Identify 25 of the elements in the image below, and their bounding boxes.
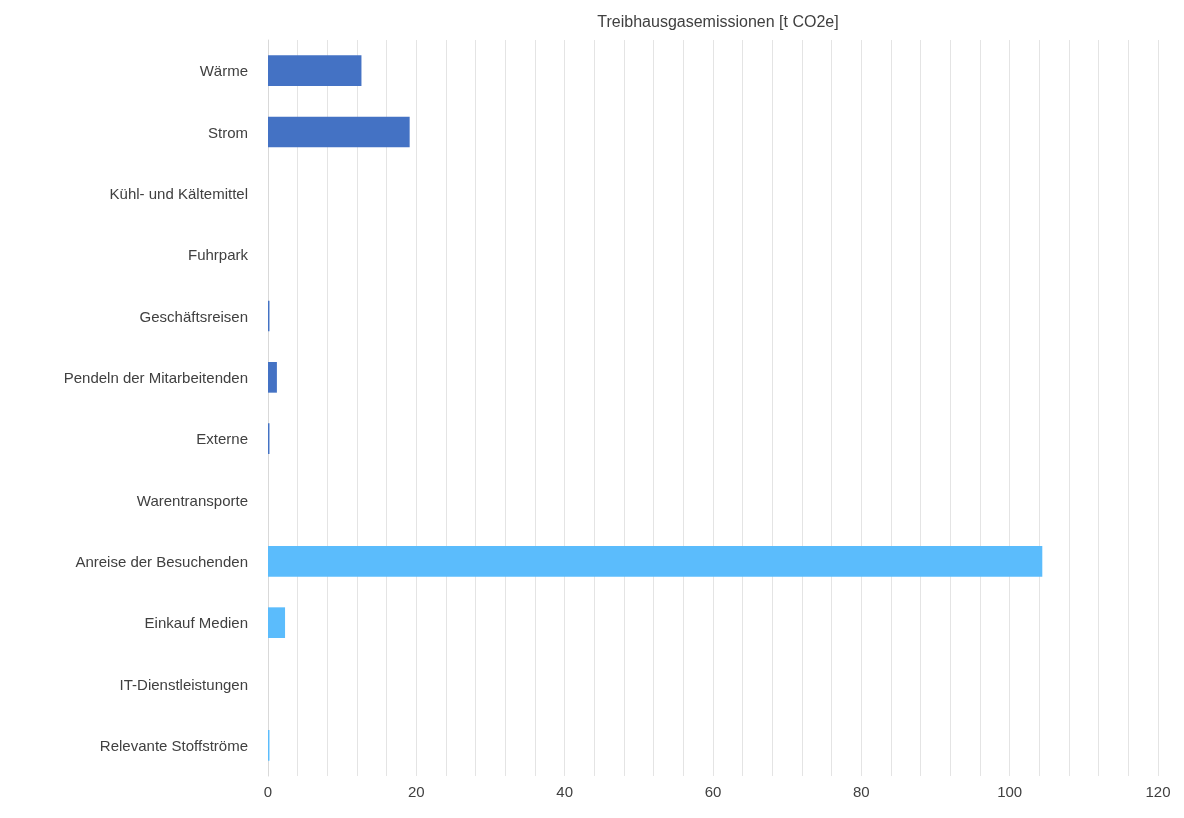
- y-tick-label: Warentransporte: [136, 491, 248, 509]
- bar: [268, 607, 286, 638]
- y-tick-label: Einkauf Medien: [144, 614, 248, 632]
- y-tick-label: Wärme: [199, 62, 248, 80]
- y-tick-label: IT-Dienstleistungen: [119, 675, 248, 693]
- x-tick-label: 80: [852, 783, 870, 800]
- bar: [268, 55, 362, 86]
- x-tick-label: 60: [704, 783, 722, 800]
- y-tick-label: Externe: [196, 430, 248, 448]
- chart-title: Treibhausgasemissionen [t CO2e]: [597, 12, 839, 30]
- bar: [268, 362, 277, 393]
- x-tick-label: 20: [407, 783, 425, 800]
- y-tick-label: Relevante Stoffströme: [99, 736, 248, 754]
- y-tick-label: Pendeln der Mitarbeitenden: [63, 368, 248, 386]
- y-tick-label: Geschäftsreisen: [139, 307, 248, 325]
- y-tick-label: Fuhrpark: [187, 246, 249, 264]
- y-tick-label: Anreise der Besuchenden: [75, 552, 248, 570]
- y-tick-label: Strom: [207, 123, 248, 141]
- x-tick-label: 40: [556, 783, 574, 800]
- bar: [268, 546, 1043, 577]
- x-tick-label: 0: [263, 783, 273, 800]
- x-tick-label: 120: [1145, 783, 1171, 800]
- x-tick-label: 100: [997, 783, 1023, 800]
- bar: [268, 116, 410, 148]
- y-tick-label: Kühl- und Kältemittel: [109, 184, 248, 202]
